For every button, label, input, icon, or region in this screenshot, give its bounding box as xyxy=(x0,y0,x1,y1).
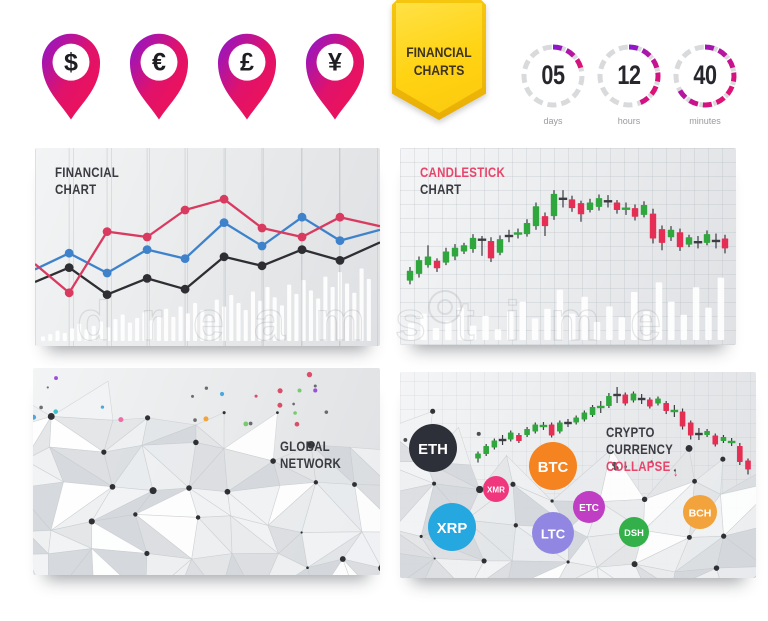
currency-symbol-yen: ¥ xyxy=(328,49,342,77)
ribbon-line1: FINANCIAL xyxy=(406,45,472,60)
candlestick-chart xyxy=(406,190,729,340)
ribbon-line2: CHARTS xyxy=(413,62,465,78)
title-line2: NETWORK xyxy=(280,454,342,471)
svg-text:BCH: BCH xyxy=(689,507,712,519)
countdown-value: 12 xyxy=(617,60,641,90)
currency-symbol-dollar: $ xyxy=(64,49,78,77)
coin-etc: ETC xyxy=(573,491,605,523)
title-line2: CHART xyxy=(55,180,97,197)
coin-bch: BCH xyxy=(683,495,717,529)
countdown-unit: hours xyxy=(617,116,641,126)
panel-candlestick-chart: CANDLESTICK CHART xyxy=(400,148,736,345)
currency-pin-euro: € xyxy=(129,33,189,120)
coin-dsh: DSH xyxy=(619,517,649,547)
ribbon-text: FINANCIAL CHARTS xyxy=(397,44,482,79)
panel-crypto-collapse: ETH BTC XMR XRP ETC LTC DSH BCH CRYPTO CURRENCY… xyxy=(400,372,756,578)
title-line1: GLOBAL xyxy=(280,438,330,454)
title-line2: CURRENCY xyxy=(606,440,674,457)
ribbon-fill xyxy=(396,3,482,113)
financial-charts-ribbon: FINANCIAL CHARTS xyxy=(392,0,486,120)
financial-chart-title: FINANCIAL CHART xyxy=(55,164,119,198)
countdown-timers: 05 days 12 hours 40 minutes xyxy=(520,43,738,126)
countdown-hours: 12 hours xyxy=(596,43,662,126)
currency-pins: $ € £ ¥ xyxy=(38,28,368,124)
title-line2: CHART xyxy=(420,180,462,197)
countdown-unit: days xyxy=(543,116,563,126)
svg-text:XMR: XMR xyxy=(487,485,505,494)
currency-pin-yen: ¥ xyxy=(305,33,365,120)
currency-symbol-pound: £ xyxy=(240,49,254,77)
title-line1: FINANCIAL xyxy=(55,164,120,180)
countdown-value: 40 xyxy=(693,60,717,90)
down-arrow-icon: ↓ xyxy=(672,463,679,479)
crypto-collapse-title: CRYPTO CURRENCY COLLAPSE ↓ xyxy=(606,424,679,479)
candlestick-chart-title: CANDLESTICK CHART xyxy=(420,164,505,198)
global-network-title: GLOBAL NETWORK xyxy=(280,438,341,472)
countdown-unit: minutes xyxy=(689,116,721,126)
countdown-minutes: 40 minutes xyxy=(672,43,738,126)
global-network-graphic xyxy=(33,371,380,575)
coin-btc: BTC xyxy=(529,442,577,490)
svg-text:DSH: DSH xyxy=(624,528,644,538)
coin-ltc: LTC xyxy=(532,512,574,554)
panel-global-network: GLOBAL NETWORK xyxy=(33,368,380,575)
title-line1: CANDLESTICK xyxy=(420,164,505,180)
coin-xmr: XMR xyxy=(483,476,509,502)
svg-text:XRP: XRP xyxy=(437,521,468,537)
svg-text:LTC: LTC xyxy=(541,526,566,541)
currency-pin-dollar: $ xyxy=(41,33,101,120)
crypto-collapse-chart: ETH BTC XMR XRP ETC LTC DSH BCH xyxy=(400,387,756,578)
title-line3: COLLAPSE ↓ xyxy=(606,457,679,479)
coin-xrp: XRP xyxy=(428,503,476,551)
currency-symbol-euro: € xyxy=(152,49,166,77)
panel-financial-chart: FINANCIAL CHART xyxy=(35,148,380,346)
financial-line-chart xyxy=(35,148,380,346)
coin-eth: ETH xyxy=(409,424,457,472)
countdown-days: 05 days xyxy=(520,43,586,126)
svg-text:ETH: ETH xyxy=(418,442,448,458)
svg-text:BTC: BTC xyxy=(538,460,569,476)
title-line1: CRYPTO xyxy=(606,424,655,440)
currency-pin-pound: £ xyxy=(217,33,277,120)
countdown-value: 05 xyxy=(541,60,565,90)
svg-text:ETC: ETC xyxy=(579,503,599,514)
